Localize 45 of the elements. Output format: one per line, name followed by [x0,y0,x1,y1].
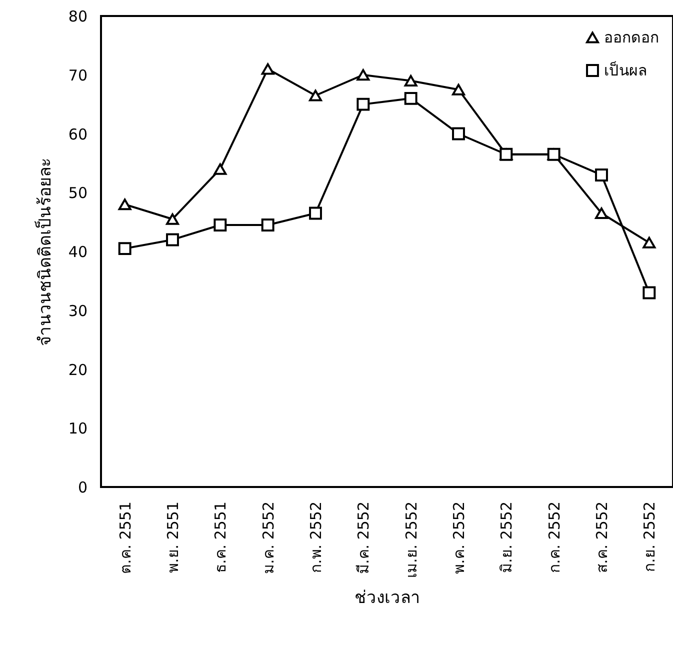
point [166,233,179,246]
point [356,98,370,111]
point [595,168,608,182]
point [261,63,274,75]
x-tick-label: ก.ค. 2552 [545,502,564,573]
point [166,213,179,225]
point [309,90,322,102]
point [356,69,370,81]
point [214,163,227,175]
point [261,218,274,232]
x-tick-label: ต.ค. 2551 [116,502,134,574]
x-tick-label: ม.ค. 2552 [259,502,278,574]
y-axis-title: จำนวนชนิดติดเป็นร้อยละ [33,158,56,346]
x-tick-label: มี.ค. 2552 [354,502,373,574]
x-tick-label: เม.ย. 2552 [402,502,420,578]
point [642,236,656,248]
y-tick-label: 0 [78,478,88,496]
y-tick-label: 70 [68,66,88,84]
y-tick-label: 80 [68,8,88,26]
x-tick-label: ส.ค. 2552 [593,502,611,573]
y-tick-label: 10 [68,420,88,438]
x-tick-label: ธ.ค. 2551 [212,502,230,573]
point [118,242,132,256]
legend-label: ออกดอก [604,28,659,46]
point [452,84,465,96]
y-tick-label: 50 [68,184,88,202]
y-tick-label: 40 [68,243,88,261]
y-tick-label: 30 [68,302,88,320]
point [404,92,418,105]
x-axis-title: ช่วงเวลา [354,588,420,608]
y-tick-label: 60 [68,125,88,144]
x-tick-label: มิ.ย. 2552 [498,502,516,573]
point [118,198,132,210]
point [309,206,322,220]
legend-label: เป็นผล [604,60,647,80]
x-tick-label: ก.พ. 2552 [307,502,325,573]
x-tick-label: ก.ย. 2552 [640,502,659,572]
x-tick-label: พ.ย. 2551 [164,502,182,573]
x-tick-label: พ.ค. 2552 [450,502,468,574]
point [452,127,465,140]
point [404,75,418,87]
point [642,286,656,300]
point [214,218,227,232]
point [595,207,608,219]
y-tick-label: 20 [68,360,88,379]
